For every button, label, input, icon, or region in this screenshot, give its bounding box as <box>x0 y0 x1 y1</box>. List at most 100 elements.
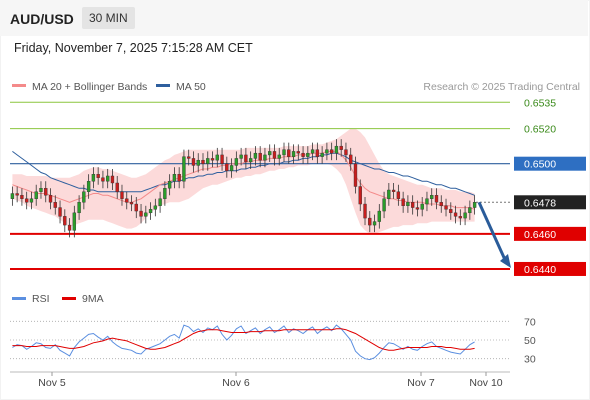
candle-body <box>177 174 181 182</box>
candle-body <box>415 207 420 210</box>
level-tag-0.6500 <box>514 156 586 171</box>
candle-body <box>120 191 124 199</box>
level-label-0.6520: 0.6520 <box>524 124 556 136</box>
candle-body <box>282 149 286 156</box>
candle-body <box>77 202 81 214</box>
candle-body <box>272 151 277 159</box>
candle-body <box>25 198 29 203</box>
candle-body <box>358 186 362 205</box>
candle-body <box>44 188 48 196</box>
candle-body <box>472 202 477 208</box>
candle-body <box>129 202 134 205</box>
candle-body <box>144 212 148 217</box>
bollinger-band-area <box>12 128 475 234</box>
rsi-legend-swatch <box>12 297 26 300</box>
candle-body <box>320 152 324 157</box>
rsi-tick-70: 70 <box>524 316 536 328</box>
candle-body <box>410 202 415 208</box>
candle-body <box>239 154 243 159</box>
level-tag-0.6440 <box>514 261 586 276</box>
candle-body <box>148 209 153 214</box>
bollinger-mid-line <box>12 150 475 210</box>
candle-body <box>325 149 329 154</box>
candle-body <box>86 181 91 192</box>
bollinger-legend-label: MA 20 + Bollinger Bands <box>32 81 147 93</box>
candle-body <box>344 149 348 156</box>
candle-body <box>248 158 253 163</box>
candle-body <box>430 195 434 199</box>
level-tag-0.6460 <box>514 226 586 241</box>
candle-body <box>263 154 267 161</box>
symbol-label: AUD/USD <box>10 11 74 27</box>
rsi-ma-legend-label: 9MA <box>82 293 104 305</box>
chart-datetime: Friday, November 7, 2025 7:15:28 AM CET <box>14 41 253 55</box>
candle-body <box>268 151 272 156</box>
candle-body <box>63 216 67 226</box>
candle-body <box>291 151 296 157</box>
candle-body <box>48 195 53 203</box>
candle-body <box>425 198 429 205</box>
candle-body <box>72 212 77 231</box>
forecast-arrow <box>477 201 508 263</box>
timeframe-button[interactable]: 30 MIN <box>82 7 135 29</box>
rsi-line <box>12 324 475 361</box>
rsi-legend-label: RSI <box>32 293 50 305</box>
candle-body <box>82 191 86 203</box>
candle-body <box>115 182 119 192</box>
candle-body <box>363 203 367 219</box>
rsi-ma-legend-swatch <box>62 297 76 300</box>
candle-body <box>329 149 334 154</box>
candle-body <box>96 174 100 178</box>
level-label-0.6440: 0.6440 <box>524 264 556 276</box>
candle-body <box>20 195 24 199</box>
level-label-0.6460: 0.6460 <box>524 229 556 241</box>
rsi-tick-30: 30 <box>524 354 536 366</box>
candle-body <box>444 205 448 210</box>
rsi-tick-50: 50 <box>524 335 536 347</box>
candle-body <box>187 156 191 159</box>
candle-body <box>110 175 115 184</box>
candle-body <box>277 154 281 159</box>
candle-body <box>334 145 339 154</box>
candle-body <box>167 181 172 189</box>
candle-body <box>172 174 177 182</box>
forecast-arrowhead <box>500 253 511 268</box>
candle-body <box>34 191 38 199</box>
level-label-0.6535: 0.6535 <box>524 97 556 109</box>
candle-body <box>153 205 158 210</box>
level-tag-0.6478 <box>514 195 586 210</box>
candle-body <box>391 189 396 192</box>
candle-body <box>134 203 138 212</box>
candle-body <box>368 217 372 226</box>
rsi-ma-line <box>12 328 475 351</box>
candle-body <box>306 152 310 157</box>
candle-body <box>315 149 320 157</box>
candle-body <box>29 198 34 203</box>
candle-body <box>206 158 210 164</box>
candle-body <box>353 163 358 187</box>
candle-body <box>67 224 72 231</box>
candle-body <box>91 174 96 182</box>
candle-body <box>215 154 219 161</box>
candle-body <box>463 212 467 219</box>
ma50-legend-label: MA 50 <box>176 81 206 93</box>
candle-body <box>234 158 239 166</box>
candle-body <box>349 154 353 164</box>
candle-body <box>106 175 110 182</box>
candle-body <box>201 159 205 164</box>
candle-body <box>449 209 453 214</box>
candle-body <box>310 149 315 154</box>
candle-body <box>58 207 62 217</box>
candle-body <box>53 202 57 208</box>
candle-body <box>15 193 19 196</box>
candle-body <box>377 210 381 222</box>
ma50-legend-swatch <box>156 84 170 87</box>
level-label-0.6500: 0.6500 <box>524 159 556 171</box>
candle-body <box>210 158 215 161</box>
candle-body <box>196 159 200 166</box>
candle-body <box>387 189 391 199</box>
candle-body <box>10 193 15 199</box>
candle-body <box>182 156 186 182</box>
candle-body <box>229 165 234 171</box>
